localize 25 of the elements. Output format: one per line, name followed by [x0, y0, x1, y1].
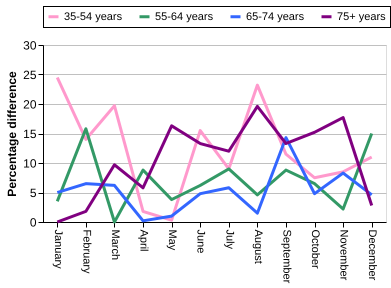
line-series: [56, 104, 374, 224]
x-tick-label: May: [166, 230, 178, 251]
x-tick-label: December: [366, 230, 378, 281]
y-tick-label: 25: [23, 68, 37, 82]
x-tick-label: January: [52, 230, 64, 270]
x-tick-label: November: [338, 230, 350, 281]
x-tick-label: August: [252, 230, 264, 264]
legend-label: 65-74 years: [246, 10, 305, 23]
legend-label: 55-64 years: [155, 10, 214, 23]
legend-label: 75+ years: [337, 10, 386, 23]
y-tick-label: 15: [23, 127, 37, 141]
x-tick-label: February: [80, 230, 92, 274]
y-tick-label: 0: [30, 216, 37, 230]
y-tick-label: 30: [23, 38, 37, 52]
x-tick-label: March: [108, 230, 121, 260]
y-tick-label: 10: [23, 156, 37, 170]
y-tick-label: 20: [23, 98, 37, 112]
x-tick-label: April: [138, 230, 150, 252]
y-tick-label: 5: [30, 186, 37, 200]
legend-label: 35-54 years: [64, 10, 123, 23]
y-axis-title: Percentage difference: [5, 70, 20, 197]
x-tick-label: October: [309, 230, 322, 269]
x-tick-label: June: [194, 230, 207, 254]
x-tick-label: September: [280, 230, 292, 284]
x-tick-label: July: [223, 230, 236, 250]
